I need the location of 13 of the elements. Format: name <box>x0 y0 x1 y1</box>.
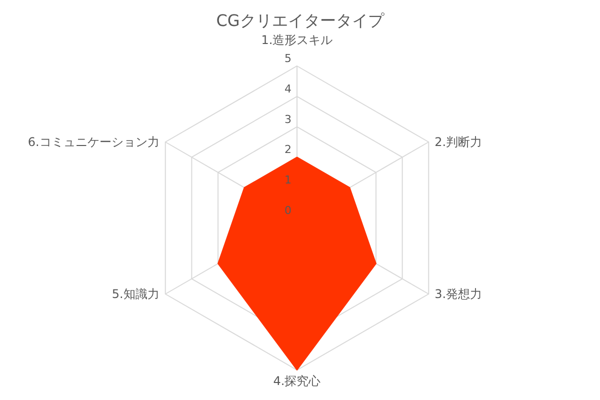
spoke-label: 6.コミュニケーション力 <box>28 135 160 149</box>
spoke-label: 1.造形スキル <box>261 33 333 47</box>
y-tick-label: 2 <box>284 143 292 156</box>
y-tick-label: 4 <box>284 82 292 96</box>
y-tick-label: 5 <box>284 52 292 65</box>
spoke-label: 2.判断力 <box>434 135 482 149</box>
spoke-label: 4.探究心 <box>273 374 321 388</box>
y-tick-label: 3 <box>284 112 292 126</box>
y-tick-label: 0 <box>284 204 292 217</box>
spoke-label: 3.発想力 <box>434 287 482 301</box>
spoke-label: 5.知識力 <box>112 287 160 301</box>
y-tick-label: 1 <box>284 174 292 187</box>
chart-title: CGクリエイタータイプ <box>216 11 385 30</box>
